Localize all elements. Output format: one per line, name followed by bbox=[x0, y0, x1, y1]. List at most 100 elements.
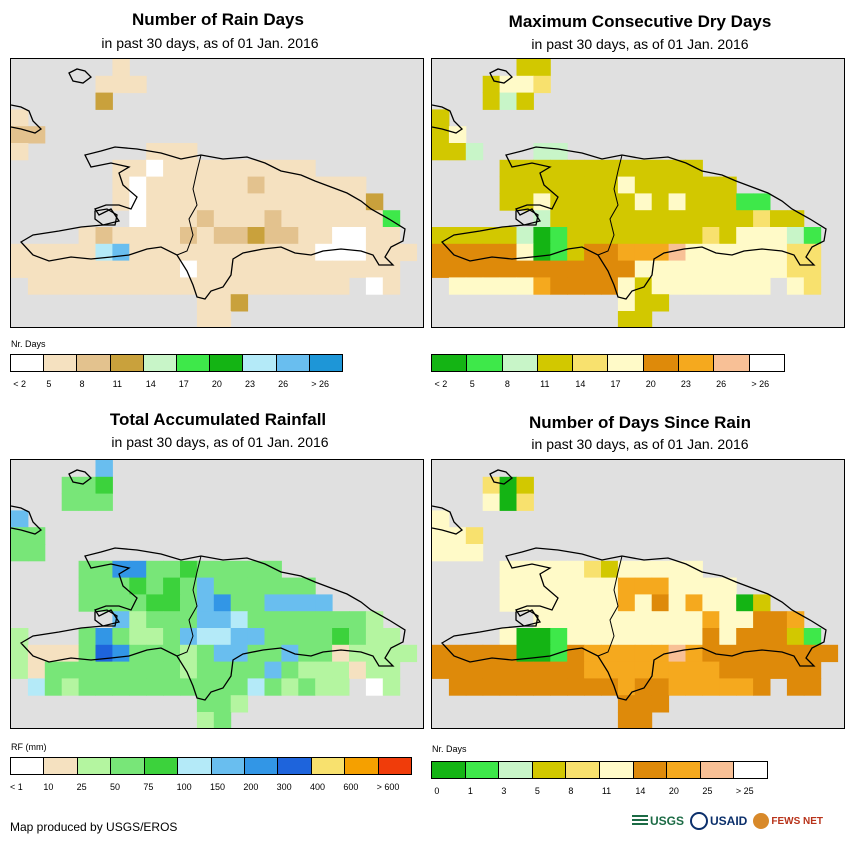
grid-cell bbox=[499, 75, 517, 94]
grid-cell bbox=[719, 227, 737, 245]
grid-cell bbox=[95, 577, 113, 595]
grid-cell bbox=[230, 594, 249, 612]
grid-cell bbox=[601, 227, 619, 245]
grid-cell bbox=[129, 227, 147, 245]
grid-cell bbox=[298, 159, 316, 178]
grid-cell bbox=[332, 210, 350, 228]
grid-cell bbox=[78, 594, 96, 612]
grid-cell bbox=[163, 260, 181, 278]
grid-cell bbox=[803, 243, 822, 262]
usaid-seal-icon bbox=[690, 812, 709, 830]
grid-cell bbox=[298, 176, 316, 194]
grid-cell bbox=[129, 560, 147, 579]
legend-swatch bbox=[211, 758, 245, 774]
grid-cell bbox=[651, 294, 670, 312]
grid-cell bbox=[651, 227, 670, 245]
grid-cell bbox=[651, 210, 670, 228]
grid-cell bbox=[281, 210, 299, 228]
legend-tick-label: 1 bbox=[467, 786, 473, 796]
grid-cell bbox=[247, 260, 265, 278]
agency-logos: USGS USAID FEWS NET bbox=[632, 808, 844, 834]
legend-tick-label: 25 bbox=[702, 786, 713, 796]
grid-cell bbox=[617, 695, 636, 713]
grid-cell bbox=[803, 678, 822, 696]
legend-bar bbox=[431, 354, 785, 372]
grid-cell bbox=[736, 193, 754, 211]
island-outline bbox=[19, 547, 406, 701]
grid-cell bbox=[129, 193, 147, 211]
grid-cell bbox=[753, 661, 771, 679]
grid-cell bbox=[112, 75, 130, 94]
grid-cell bbox=[516, 92, 534, 110]
grid-cell bbox=[482, 260, 501, 278]
coast-outline bbox=[11, 505, 43, 535]
grid-cell bbox=[770, 227, 788, 245]
grid-cell bbox=[668, 176, 686, 194]
grid-cell bbox=[651, 193, 670, 211]
grid-cell bbox=[213, 277, 232, 295]
islet-outline bbox=[68, 68, 92, 84]
grid-cell bbox=[247, 611, 265, 629]
grid-cell bbox=[61, 277, 80, 295]
grid-cell bbox=[78, 493, 96, 511]
legend-swatch bbox=[499, 762, 533, 778]
grid-cell bbox=[281, 577, 299, 595]
legend-tick-label: 14 bbox=[145, 379, 156, 389]
grid-cell bbox=[264, 644, 282, 663]
grid-cell bbox=[719, 611, 737, 629]
grid-cell bbox=[112, 260, 130, 278]
grid-cell bbox=[432, 544, 450, 562]
grid-cell bbox=[298, 227, 316, 245]
grid-cell bbox=[803, 277, 822, 295]
grid-cell bbox=[78, 560, 96, 579]
legend-tick-label: 23 bbox=[245, 379, 256, 389]
grid-cell bbox=[753, 260, 771, 278]
legend-tick-label: 3 bbox=[501, 786, 507, 796]
grid-cell bbox=[786, 260, 805, 278]
grid-cell bbox=[584, 594, 602, 612]
grid-cell bbox=[533, 260, 551, 278]
grid-cell bbox=[786, 644, 805, 663]
grid-cell bbox=[264, 193, 282, 211]
grid-cell bbox=[129, 661, 147, 679]
panel-title: Maximum Consecutive Dry Days bbox=[508, 12, 772, 31]
grid-cell bbox=[163, 628, 181, 646]
grid-cell bbox=[668, 678, 686, 696]
grid-cell bbox=[702, 210, 720, 228]
grid-cell bbox=[213, 661, 232, 679]
grid-cell bbox=[78, 661, 96, 679]
legend-tick-label: 25 bbox=[76, 782, 87, 792]
grid-cell bbox=[617, 294, 636, 312]
grid-cell bbox=[702, 628, 720, 646]
grid-cell bbox=[315, 678, 333, 696]
grid-cell bbox=[482, 678, 501, 696]
grid-cell bbox=[719, 277, 737, 295]
grid-cell bbox=[584, 227, 602, 245]
legend-swatch bbox=[144, 758, 179, 774]
grid-cell bbox=[685, 644, 703, 663]
grid-cell bbox=[365, 210, 384, 228]
legend-swatch bbox=[210, 355, 244, 371]
grid-cell bbox=[213, 243, 232, 262]
map-svg bbox=[432, 469, 839, 728]
grid-cell bbox=[617, 594, 636, 612]
grid-cell bbox=[719, 210, 737, 228]
grid-cell bbox=[315, 243, 333, 262]
grid-cell bbox=[448, 544, 467, 562]
grid-cell bbox=[78, 260, 96, 278]
legend-tick-label: 0 bbox=[434, 786, 440, 796]
grid-cell bbox=[264, 611, 282, 629]
panel-subtitle: in past 30 days, as of 01 Jan. 2016 bbox=[111, 434, 329, 450]
grid-cell bbox=[702, 678, 720, 696]
grid-cell bbox=[27, 126, 46, 144]
grid-cell bbox=[685, 678, 703, 696]
grid-cell bbox=[61, 476, 80, 495]
grid-cell bbox=[567, 577, 585, 595]
grid-cell bbox=[702, 176, 720, 194]
grid-cell bbox=[634, 594, 653, 612]
grid-cell bbox=[651, 611, 670, 629]
grid-cell bbox=[315, 260, 333, 278]
grid-cell bbox=[482, 92, 501, 110]
grid-cell bbox=[382, 277, 401, 295]
grid-cell bbox=[567, 628, 585, 646]
